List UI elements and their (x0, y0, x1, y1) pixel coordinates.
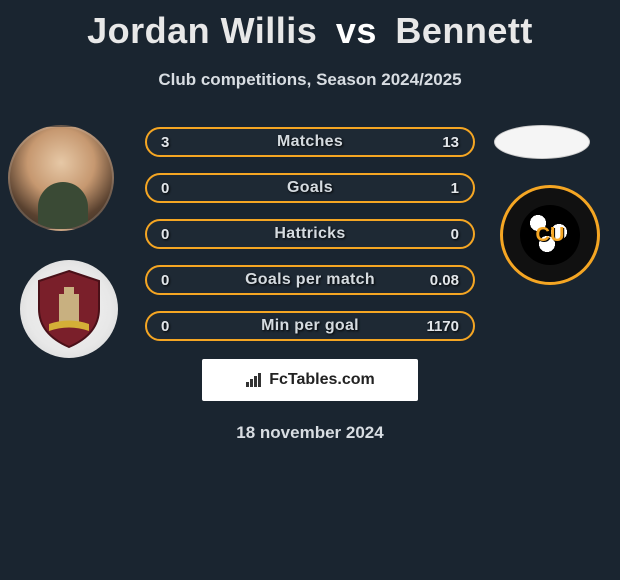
stat-left-value: 0 (161, 272, 169, 289)
stats-list: 3 Matches 13 0 Goals 1 0 Hattricks 0 0 G… (145, 125, 475, 341)
crest-initials: CU (536, 224, 565, 247)
player1-club-crest (20, 260, 118, 358)
player2-avatar (494, 125, 590, 159)
stat-row-goals-per-match: 0 Goals per match 0.08 (145, 265, 475, 295)
player2-name: Bennett (395, 10, 533, 51)
stat-label: Goals (287, 179, 333, 197)
player2-club-crest: CU (500, 185, 600, 285)
bars-icon (245, 372, 265, 388)
stat-left-value: 3 (161, 134, 169, 151)
vs-text: vs (336, 10, 377, 51)
stat-right-value: 13 (442, 134, 459, 151)
stat-left-value: 0 (161, 226, 169, 243)
stat-label: Hattricks (274, 225, 345, 243)
stat-label: Matches (277, 133, 343, 151)
stat-label: Goals per match (245, 271, 375, 289)
date-text: 18 november 2024 (0, 423, 620, 443)
player1-avatar (8, 125, 114, 231)
stat-left-value: 0 (161, 180, 169, 197)
player1-name: Jordan Willis (87, 10, 317, 51)
brand-text: FcTables.com (269, 371, 375, 389)
stat-row-min-per-goal: 0 Min per goal 1170 (145, 311, 475, 341)
comparison-title: Jordan Willis vs Bennett (0, 0, 620, 52)
stat-row-matches: 3 Matches 13 (145, 127, 475, 157)
stat-right-value: 0.08 (430, 272, 459, 289)
stat-right-value: 0 (451, 226, 459, 243)
brand-footer: FcTables.com (202, 359, 418, 401)
subtitle: Club competitions, Season 2024/2025 (0, 70, 620, 90)
stat-row-hattricks: 0 Hattricks 0 (145, 219, 475, 249)
stat-row-goals: 0 Goals 1 (145, 173, 475, 203)
shield-icon (34, 269, 104, 349)
stat-right-value: 1 (451, 180, 459, 197)
stat-label: Min per goal (261, 317, 359, 335)
stat-right-value: 1170 (426, 318, 459, 335)
stat-left-value: 0 (161, 318, 169, 335)
content-area: CU 3 Matches 13 0 Goals 1 0 Hattricks 0 … (0, 125, 620, 443)
